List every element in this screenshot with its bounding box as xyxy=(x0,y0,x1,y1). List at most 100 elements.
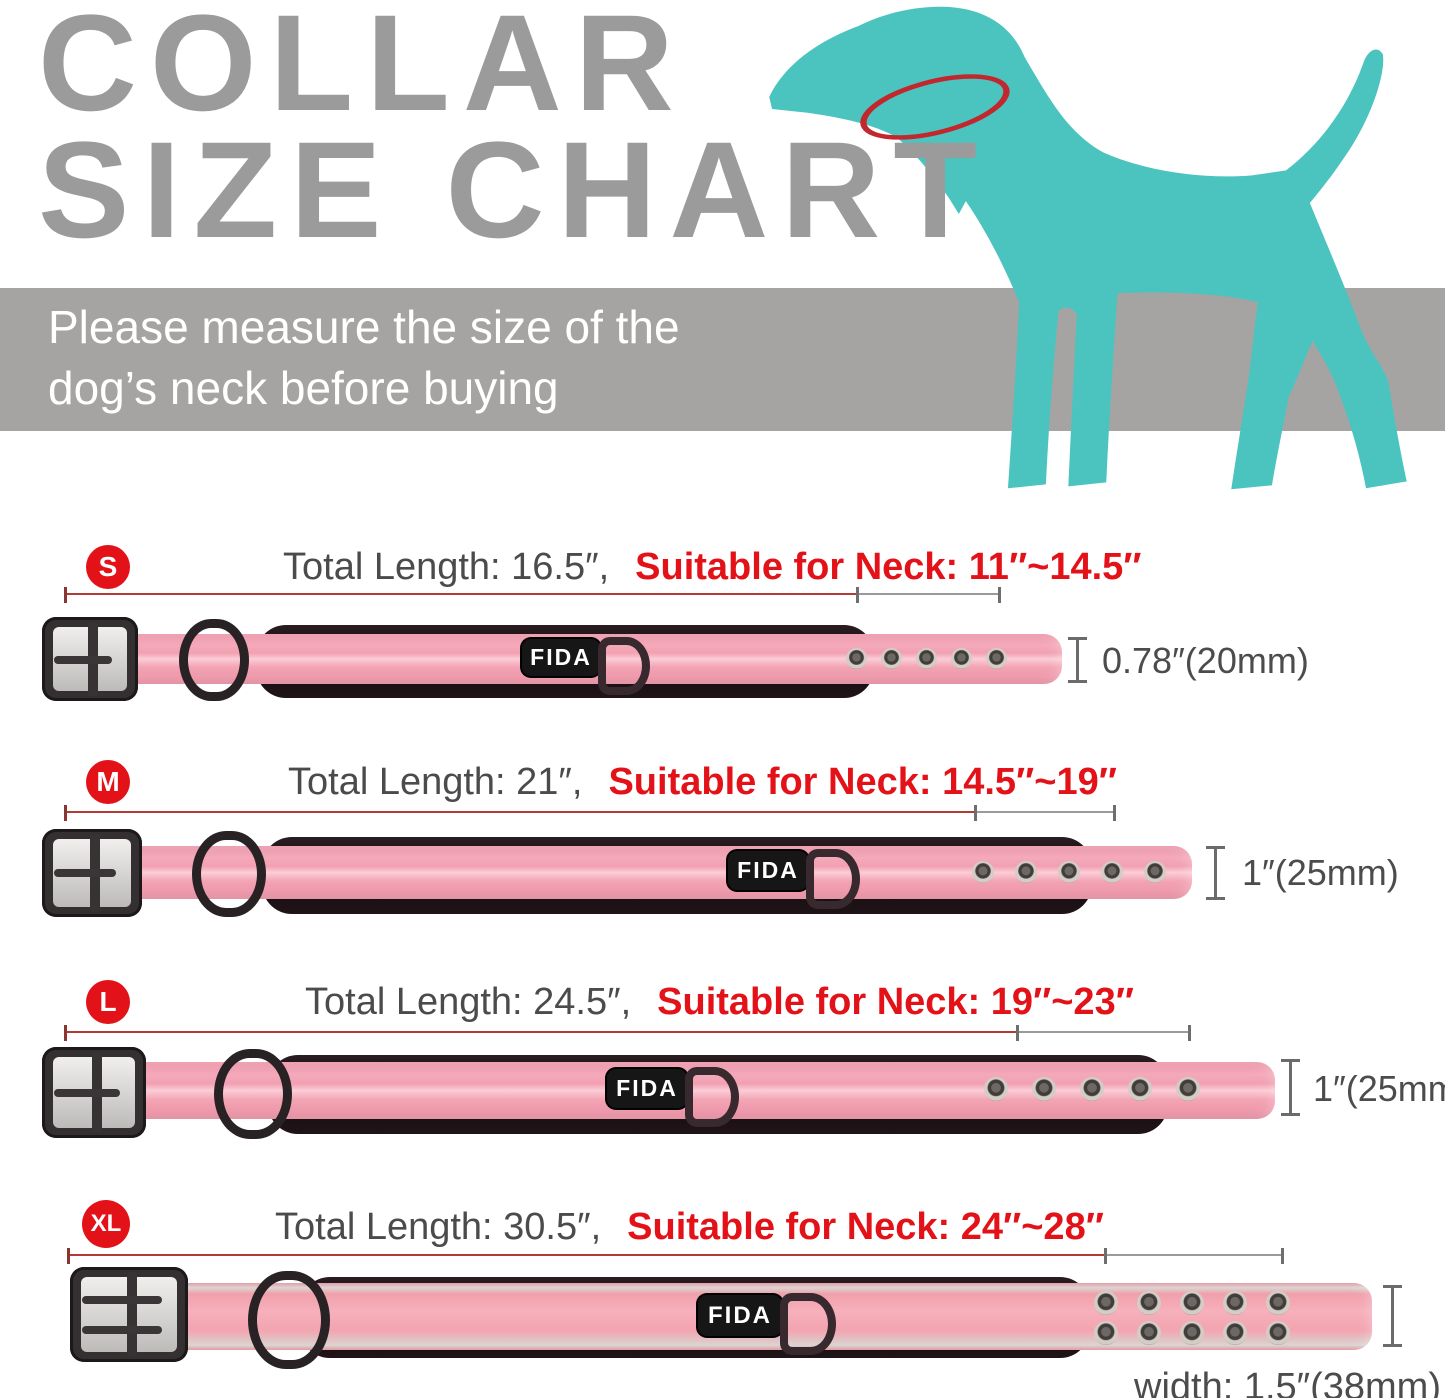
tag-d-ring xyxy=(685,1067,739,1127)
dog-silhouette-icon xyxy=(769,6,1407,490)
eyelet xyxy=(1266,1321,1290,1345)
tick xyxy=(64,587,67,603)
row-l-measure-line xyxy=(64,1025,1017,1041)
eyelet xyxy=(951,648,972,669)
eyelet xyxy=(1137,1291,1161,1315)
row-xl-labels: Total Length: 30.5″, Suitable for Neck: 2… xyxy=(275,1203,1104,1251)
buckle-prong xyxy=(54,655,112,664)
eyelet xyxy=(1137,1321,1161,1345)
eyelet xyxy=(881,648,902,669)
eyelet xyxy=(1094,1291,1118,1315)
collar-xl-d-ring xyxy=(248,1271,330,1369)
tag-d-ring xyxy=(806,849,860,909)
width-label-l: 1″(25mm) xyxy=(1313,1068,1445,1109)
collar-s-buckle xyxy=(42,617,138,701)
brand-tag: FIDA xyxy=(607,1069,687,1108)
tick xyxy=(974,805,977,821)
neck-measure-marker xyxy=(860,74,1010,140)
buckle-prong xyxy=(54,869,116,878)
measure-notice-text: Please measure the size of the dog’s nec… xyxy=(48,297,680,419)
eyelet xyxy=(972,861,994,883)
page-title-line2: SIZE CHART xyxy=(38,114,990,267)
row-m-measure-line-ext xyxy=(974,805,1116,821)
eyelet xyxy=(1015,861,1037,883)
eyelet xyxy=(1094,1321,1118,1345)
eyelet xyxy=(1180,1291,1204,1315)
tick xyxy=(1188,1025,1191,1041)
eyelet xyxy=(1223,1291,1247,1315)
brand-tag: FIDA xyxy=(698,1295,782,1336)
measure-notice-line1: Please measure the size of the xyxy=(48,301,680,353)
tick xyxy=(64,805,67,821)
measure-notice-banner: Please measure the size of the dog’s nec… xyxy=(0,288,1445,431)
collar-xl-eyelets-top xyxy=(1094,1291,1290,1315)
collar-s-eyelets xyxy=(846,648,1007,669)
row-m-neck-range: Suitable for Neck: 14.5″~19″ xyxy=(608,761,1117,803)
tick xyxy=(1113,805,1116,821)
row-l-neck-range: Suitable for Neck: 19″~23″ xyxy=(657,981,1134,1023)
eyelet xyxy=(984,1077,1008,1101)
width-bracket-l xyxy=(1281,1059,1300,1116)
eyelet xyxy=(986,648,1007,669)
eyelet xyxy=(1223,1321,1247,1345)
row-xl-neck-range: Suitable for Neck: 24″~28″ xyxy=(627,1206,1104,1248)
width-label-m: 1″(25mm) xyxy=(1242,852,1399,893)
size-badge-s: S xyxy=(86,545,130,589)
tick xyxy=(1104,1248,1107,1264)
width-bracket-m xyxy=(1206,846,1225,900)
brand-tag: FIDA xyxy=(728,851,808,890)
buckle-bar xyxy=(126,1272,137,1357)
eyelet xyxy=(1080,1077,1104,1101)
measure-notice-line2: dog’s neck before buying xyxy=(48,362,559,414)
width-bracket-s xyxy=(1068,637,1087,683)
row-xl-measure-line xyxy=(67,1248,1105,1264)
collar-xl-eyelets-bottom xyxy=(1094,1321,1290,1345)
row-m-labels: Total Length: 21″, Suitable for Neck: 14.… xyxy=(288,758,1117,806)
buckle-prong xyxy=(82,1295,162,1304)
page-title: COLLAR SIZE CHART xyxy=(38,0,990,267)
collar-xl-buckle xyxy=(70,1267,188,1362)
tick xyxy=(856,587,859,603)
buckle-prong xyxy=(82,1325,162,1334)
dog-body xyxy=(769,6,1407,490)
collar-l-d-ring xyxy=(214,1049,292,1139)
eyelet xyxy=(1032,1077,1056,1101)
row-s-measure-line xyxy=(64,587,857,603)
collar-l-buckle xyxy=(42,1047,146,1138)
row-m-total-length: Total Length: 21″, xyxy=(288,761,583,803)
eyelet xyxy=(1128,1077,1152,1101)
collar-m-buckle xyxy=(42,829,142,917)
tick xyxy=(64,1025,67,1041)
row-m-measure-line xyxy=(64,805,975,821)
tick xyxy=(1281,1248,1284,1264)
collar-m-eyelets xyxy=(972,861,1166,883)
width-bracket-xl xyxy=(1383,1285,1402,1347)
row-xl-total-length: Total Length: 30.5″, xyxy=(275,1206,602,1248)
tick xyxy=(67,1248,70,1264)
width-label-xl: width: 1.5″(38mm) xyxy=(1134,1366,1441,1398)
tag-d-ring xyxy=(598,637,650,695)
buckle-prong xyxy=(54,1088,120,1097)
size-badge-m: M xyxy=(86,760,130,804)
brand-tag: FIDA xyxy=(522,639,600,676)
row-s-measure-line-ext xyxy=(856,587,1001,603)
collar-s-d-ring xyxy=(179,619,249,701)
eyelet xyxy=(1101,861,1123,883)
row-s-total-length: Total Length: 16.5″, xyxy=(283,546,610,588)
collar-l-eyelets xyxy=(984,1077,1200,1101)
size-badge-l: L xyxy=(86,980,130,1024)
size-badge-xl: XL xyxy=(82,1200,130,1248)
tick xyxy=(998,587,1001,603)
eyelet xyxy=(1266,1291,1290,1315)
eyelet xyxy=(1058,861,1080,883)
row-s-neck-range: Suitable for Neck: 11″~14.5″ xyxy=(635,546,1142,588)
row-l-labels: Total Length: 24.5″, Suitable for Neck: 1… xyxy=(305,978,1134,1026)
page-title-line1: COLLAR xyxy=(38,0,687,140)
tick xyxy=(1016,1025,1019,1041)
eyelet xyxy=(916,648,937,669)
collar-m-d-ring xyxy=(192,831,266,917)
row-l-total-length: Total Length: 24.5″, xyxy=(305,981,632,1023)
width-label-s: 0.78″(20mm) xyxy=(1102,640,1309,681)
eyelet xyxy=(846,648,867,669)
